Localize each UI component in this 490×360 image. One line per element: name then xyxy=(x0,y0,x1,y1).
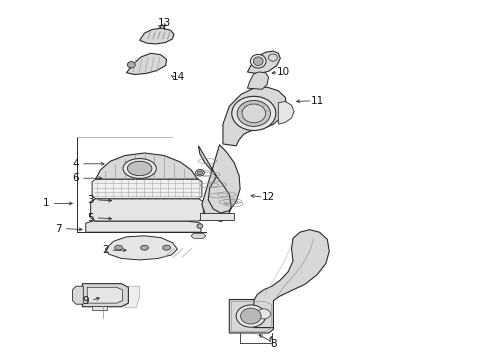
Text: 8: 8 xyxy=(270,339,277,349)
Ellipse shape xyxy=(127,161,152,176)
Text: 14: 14 xyxy=(172,72,186,82)
Text: 1: 1 xyxy=(43,198,50,208)
Ellipse shape xyxy=(141,245,148,250)
Polygon shape xyxy=(278,102,294,124)
Text: 12: 12 xyxy=(262,192,275,202)
Text: 3: 3 xyxy=(87,195,94,205)
Ellipse shape xyxy=(115,245,122,250)
Text: 9: 9 xyxy=(82,296,89,306)
Ellipse shape xyxy=(241,308,261,324)
Ellipse shape xyxy=(269,54,277,61)
Text: 11: 11 xyxy=(311,96,324,106)
Polygon shape xyxy=(105,236,177,260)
Polygon shape xyxy=(86,221,201,232)
Polygon shape xyxy=(92,179,202,199)
Polygon shape xyxy=(247,72,269,89)
Ellipse shape xyxy=(197,224,203,228)
Polygon shape xyxy=(191,233,206,238)
Text: 5: 5 xyxy=(87,213,94,223)
Ellipse shape xyxy=(127,62,135,68)
Polygon shape xyxy=(92,306,107,310)
Polygon shape xyxy=(96,153,198,179)
Polygon shape xyxy=(91,199,203,221)
Text: 2: 2 xyxy=(102,245,109,255)
Text: 10: 10 xyxy=(277,67,290,77)
Ellipse shape xyxy=(232,96,276,130)
Ellipse shape xyxy=(163,245,171,250)
Ellipse shape xyxy=(236,305,266,327)
Ellipse shape xyxy=(237,100,270,126)
Polygon shape xyxy=(82,284,128,307)
Polygon shape xyxy=(223,87,287,146)
Ellipse shape xyxy=(123,158,156,178)
Polygon shape xyxy=(87,287,122,303)
Ellipse shape xyxy=(196,170,204,176)
Text: 6: 6 xyxy=(73,173,79,183)
Polygon shape xyxy=(198,145,240,221)
Polygon shape xyxy=(125,286,140,308)
Polygon shape xyxy=(200,213,234,220)
Polygon shape xyxy=(229,300,273,333)
Ellipse shape xyxy=(257,309,270,319)
Polygon shape xyxy=(73,286,83,304)
Polygon shape xyxy=(126,53,167,75)
Polygon shape xyxy=(254,230,329,328)
Ellipse shape xyxy=(242,104,266,123)
Polygon shape xyxy=(247,51,280,74)
Ellipse shape xyxy=(197,171,202,175)
Polygon shape xyxy=(140,28,174,44)
Ellipse shape xyxy=(250,54,266,68)
Text: 13: 13 xyxy=(157,18,171,28)
Text: 7: 7 xyxy=(55,224,62,234)
Ellipse shape xyxy=(253,57,263,66)
Text: 4: 4 xyxy=(73,159,79,169)
